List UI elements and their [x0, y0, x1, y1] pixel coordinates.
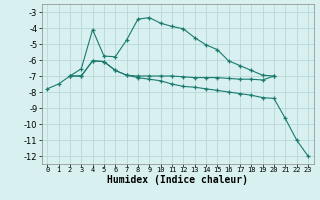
X-axis label: Humidex (Indice chaleur): Humidex (Indice chaleur) [107, 175, 248, 185]
